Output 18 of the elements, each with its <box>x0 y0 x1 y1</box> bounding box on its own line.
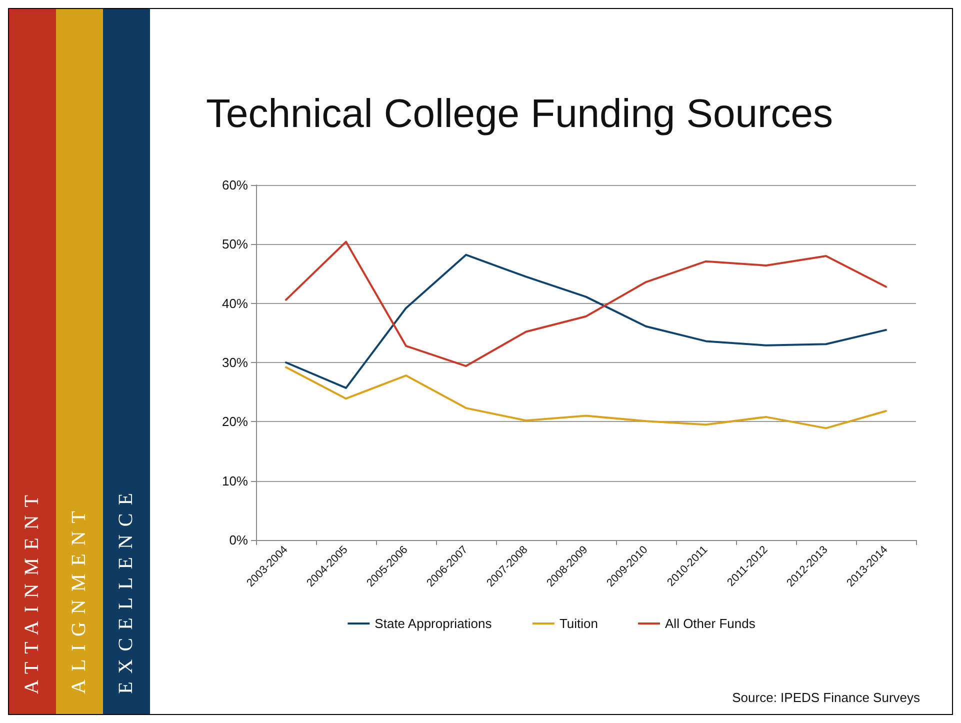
y-tick-label: 10% <box>222 473 248 488</box>
legend-label: Tuition <box>559 616 598 631</box>
y-tick-label: 60% <box>222 178 248 192</box>
y-tick-label: 20% <box>222 414 248 430</box>
y-tick-label: 30% <box>222 355 248 370</box>
source-note: Source: IPEDS Finance Surveys <box>732 690 920 705</box>
side-panel: ALIGNMENT <box>56 9 103 714</box>
y-tick-label: 0% <box>229 532 248 548</box>
y-tick-label: 50% <box>222 236 248 252</box>
line-series <box>285 254 887 389</box>
line-series <box>285 366 887 430</box>
legend-label: All Other Funds <box>665 616 756 631</box>
y-tick-label: 40% <box>222 296 248 311</box>
side-panel: ATTAINMENT <box>9 9 56 714</box>
side-panel: EXCELLENCE <box>103 9 150 714</box>
line-series <box>285 240 887 368</box>
legend-label: State Appropriations <box>374 616 492 631</box>
chart-title: Technical College Funding Sources <box>206 92 834 136</box>
